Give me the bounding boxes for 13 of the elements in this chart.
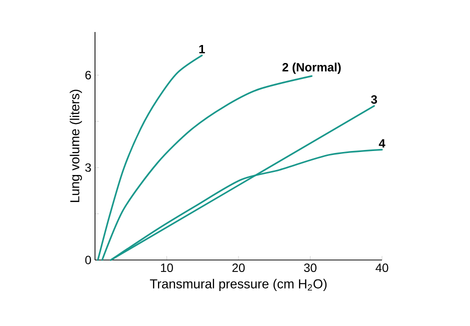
y-tick-label: 3 <box>85 163 91 172</box>
y-tick-label: 0 <box>85 256 92 264</box>
y-axis-title: Lung volume (liters) <box>70 90 82 202</box>
series-label: 1 <box>199 44 205 54</box>
x-tick-label: 40 <box>376 264 388 272</box>
series-label: 2 (Normal) <box>282 62 341 74</box>
x-tick-label: 30 <box>304 264 316 272</box>
x-tick-label: 10 <box>160 264 173 272</box>
y-tick-label: 6 <box>85 70 91 80</box>
x-tick-label: 20 <box>232 264 245 272</box>
series-label: 3 <box>371 95 378 104</box>
series-label: 4 <box>378 139 386 148</box>
x-axis-title: Transmural pressure (cm H$_{2}$O) <box>150 278 327 292</box>
